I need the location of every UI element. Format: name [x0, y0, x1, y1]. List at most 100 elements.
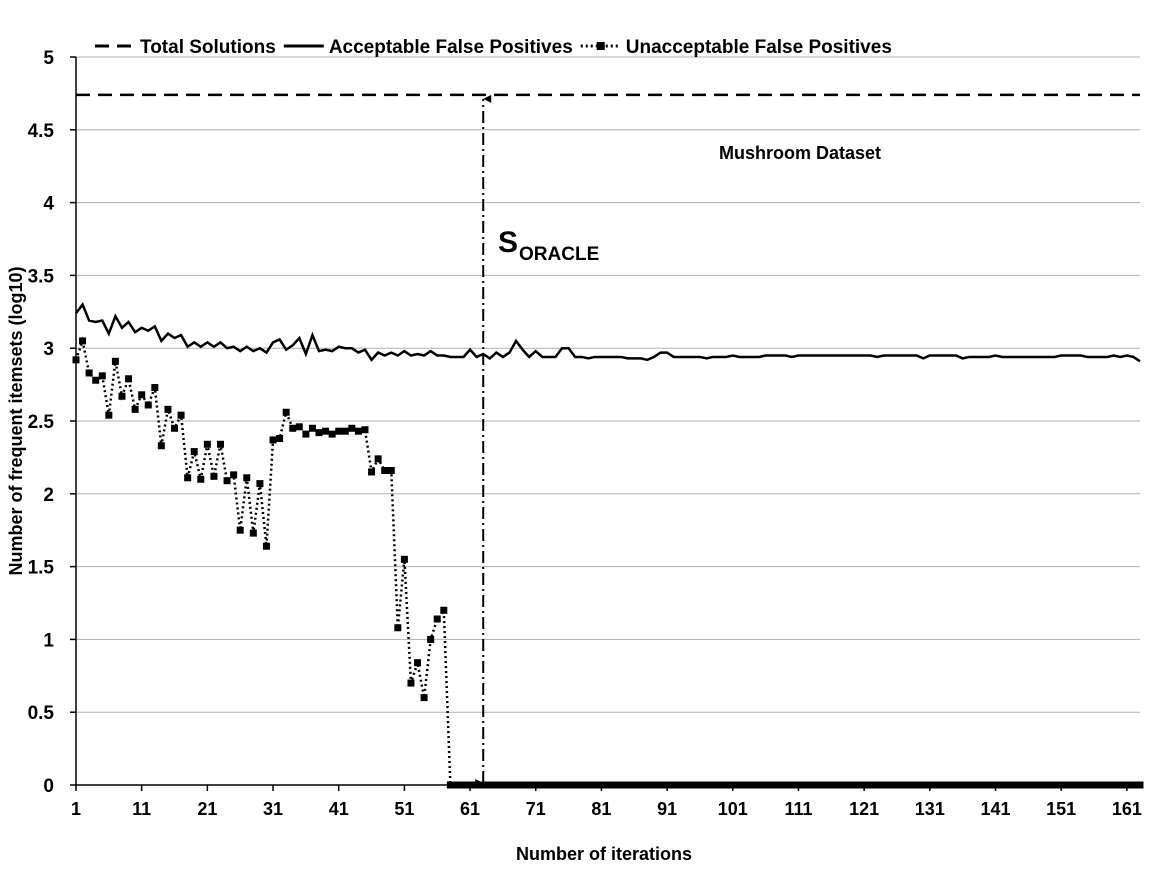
data-point	[1044, 781, 1052, 789]
data-point	[98, 372, 106, 380]
data-point	[532, 781, 540, 789]
data-point	[893, 781, 901, 789]
y-tick-label: 0.5	[28, 703, 55, 724]
data-point	[420, 694, 428, 702]
data-point	[1070, 781, 1078, 789]
data-point	[847, 781, 855, 789]
x-tick-label: 51	[394, 799, 414, 819]
data-point	[1018, 781, 1026, 789]
x-tick-label: 61	[460, 799, 480, 819]
data-point	[696, 781, 704, 789]
data-point	[118, 392, 126, 400]
data-point	[840, 781, 848, 789]
data-point	[394, 624, 402, 632]
data-point	[591, 781, 599, 789]
data-point	[138, 391, 146, 399]
data-point	[92, 376, 100, 384]
y-axis-label: Number of frequent itemsets (log10)	[6, 266, 26, 575]
data-point	[131, 405, 139, 413]
data-point	[125, 375, 133, 383]
data-point	[854, 781, 862, 789]
data-point	[676, 781, 684, 789]
legend-label: Acceptable False Positives	[329, 37, 573, 58]
data-point	[164, 405, 172, 413]
data-point	[1005, 781, 1013, 789]
data-point	[880, 781, 888, 789]
data-point	[361, 426, 369, 434]
data-point	[886, 781, 894, 789]
data-point	[716, 781, 724, 789]
data-point	[1057, 781, 1065, 789]
data-point	[453, 781, 461, 789]
data-point	[256, 480, 264, 488]
data-point	[328, 430, 336, 438]
data-point	[781, 781, 789, 789]
oracle-label: S	[498, 226, 518, 259]
data-point	[834, 781, 842, 789]
data-point	[932, 781, 940, 789]
x-tick-label: 31	[263, 799, 283, 819]
data-point	[801, 781, 809, 789]
data-point	[604, 781, 612, 789]
data-point	[190, 448, 198, 456]
data-point	[551, 781, 559, 789]
data-point	[282, 408, 290, 416]
data-point	[144, 401, 152, 409]
data-point	[276, 434, 284, 442]
data-point	[703, 781, 711, 789]
data-point	[900, 781, 908, 789]
data-point	[302, 430, 310, 438]
y-tick-label: 2	[43, 485, 54, 506]
y-tick-label: 5	[43, 48, 54, 69]
data-point	[177, 411, 185, 419]
data-point	[525, 781, 533, 789]
data-point	[1037, 781, 1045, 789]
x-tick-label: 11	[132, 799, 151, 819]
data-point	[992, 781, 1000, 789]
data-point	[952, 781, 960, 789]
data-point	[1097, 781, 1105, 789]
data-point	[965, 781, 973, 789]
data-point	[1110, 781, 1118, 789]
data-point	[289, 424, 297, 432]
data-point	[624, 781, 632, 789]
data-point	[407, 679, 415, 687]
data-point	[492, 781, 500, 789]
data-point	[236, 526, 244, 534]
data-point	[768, 781, 776, 789]
data-point	[184, 474, 192, 482]
legend-label: Total Solutions	[140, 37, 276, 58]
data-point	[197, 475, 205, 483]
data-point	[322, 427, 330, 435]
data-point	[578, 781, 586, 789]
data-point	[663, 781, 671, 789]
data-point	[762, 781, 770, 789]
data-point	[433, 615, 441, 623]
data-point	[538, 781, 546, 789]
data-point	[1123, 781, 1131, 789]
data-point	[1051, 781, 1059, 789]
data-point	[1077, 781, 1085, 789]
data-point	[157, 442, 165, 450]
x-tick-label: 41	[329, 799, 349, 819]
data-point	[565, 781, 573, 789]
data-point	[617, 781, 625, 789]
y-tick-label: 0	[43, 776, 54, 797]
x-tick-label: 141	[980, 799, 1010, 819]
data-point	[499, 781, 507, 789]
x-axis-label: Number of iterations	[516, 844, 692, 864]
data-point	[946, 781, 954, 789]
data-point	[939, 781, 947, 789]
data-point	[466, 781, 474, 789]
data-point	[742, 781, 750, 789]
y-tick-label: 1	[43, 630, 54, 651]
data-point	[1103, 781, 1111, 789]
data-point	[203, 440, 211, 448]
data-point	[729, 781, 737, 789]
data-point	[1064, 781, 1072, 789]
data-point	[814, 781, 822, 789]
data-point	[341, 427, 349, 435]
data-point	[381, 467, 389, 475]
data-point	[788, 781, 796, 789]
y-tick-label: 3.5	[28, 266, 55, 287]
